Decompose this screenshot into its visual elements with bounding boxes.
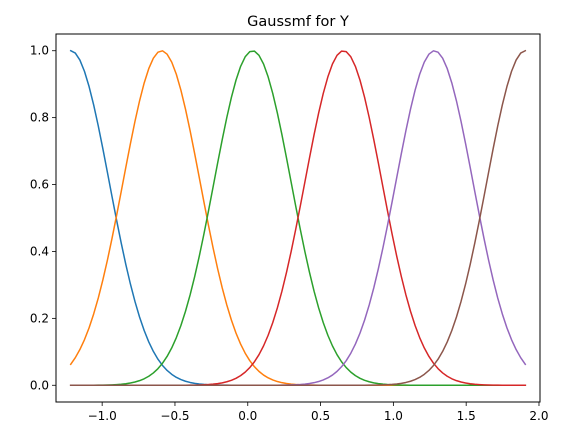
x-tick-label: 1.5 [457, 409, 476, 423]
y-tick-label: 1.0 [30, 44, 49, 58]
y-tick-label: 0.8 [30, 111, 49, 125]
x-axis: −1.0 −0.5 0.0 0.5 1.0 1.5 2.0 [88, 402, 549, 423]
chart-title: Gaussmf for Y [247, 14, 349, 30]
x-tick-label: 2.0 [529, 409, 548, 423]
x-tick-label: 0.5 [311, 409, 330, 423]
y-tick-label: 0.0 [30, 378, 49, 392]
x-tick-label: 1.0 [384, 409, 403, 423]
y-tick-label: 0.6 [30, 178, 49, 192]
y-tick-label: 0.4 [30, 244, 49, 258]
x-tick-label: 0.0 [238, 409, 257, 423]
x-tick-label: −0.5 [160, 409, 189, 423]
series-line-6 [69, 49, 527, 387]
x-tick-label: −1.0 [88, 409, 117, 423]
y-tick-label: 0.2 [30, 311, 49, 325]
y-axis: 0.0 0.2 0.4 0.6 0.8 1.0 [30, 44, 56, 392]
plot-frame [55, 33, 541, 403]
series-lines [69, 49, 527, 387]
